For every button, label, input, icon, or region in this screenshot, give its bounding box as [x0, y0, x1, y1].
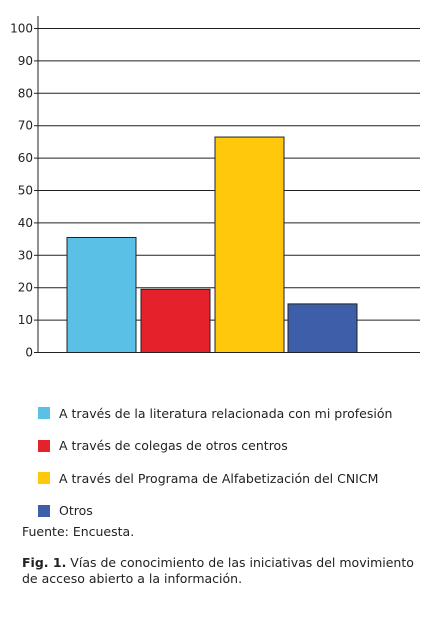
- legend-label-programa: A través del Programa de Alfabetización …: [59, 470, 379, 486]
- legend-swatch-otros: [38, 504, 50, 517]
- bar-3: [214, 136, 285, 353]
- legend: A través de la literatura relacionada co…: [38, 397, 392, 527]
- y-tick-label-50: 50: [18, 184, 33, 198]
- source-note: Fuente: Encuesta.: [22, 524, 135, 539]
- y-tick-label-20: 20: [18, 281, 33, 295]
- legend-label-otros: Otros: [59, 503, 93, 519]
- bar-chart: 0 10 20 30 40 50 60 70 80 90 100: [10, 16, 420, 360]
- figure-caption-text: Vías de conocimiento de las iniciativas …: [22, 555, 414, 586]
- legend-swatch-programa: [38, 472, 50, 485]
- bar-1: [66, 236, 137, 353]
- y-axis-ticks: 0 10 20 30 40 50 60 70 80 90 100: [10, 22, 38, 360]
- legend-swatch-literatura: [38, 407, 50, 420]
- legend-swatch-colegas: [38, 439, 50, 452]
- figure-caption: Fig. 1. Vías de conocimiento de las inic…: [22, 555, 432, 587]
- y-tick-label-100: 100: [10, 22, 33, 36]
- y-tick-label-0: 0: [25, 346, 33, 360]
- legend-label-colegas: A través de colegas de otros centros: [59, 438, 288, 454]
- legend-label-literatura: A través de la literatura relacionada co…: [59, 405, 393, 421]
- y-tick-label-10: 10: [18, 313, 33, 327]
- legend-item-otros: Otros: [38, 495, 392, 528]
- bars: [66, 136, 358, 354]
- bar-4: [287, 303, 358, 353]
- legend-item-programa: A través del Programa de Alfabetización …: [38, 462, 392, 495]
- legend-item-literatura: A través de la literatura relacionada co…: [38, 397, 392, 430]
- legend-item-colegas: A través de colegas de otros centros: [38, 430, 392, 463]
- figure-label: Fig. 1.: [22, 555, 67, 570]
- y-tick-label-60: 60: [18, 151, 33, 165]
- y-tick-label-30: 30: [18, 248, 33, 262]
- bar-2: [140, 288, 211, 354]
- y-tick-label-80: 80: [18, 86, 33, 100]
- y-tick-label-90: 90: [18, 54, 33, 68]
- y-tick-label-70: 70: [18, 119, 33, 133]
- y-tick-label-40: 40: [18, 216, 33, 230]
